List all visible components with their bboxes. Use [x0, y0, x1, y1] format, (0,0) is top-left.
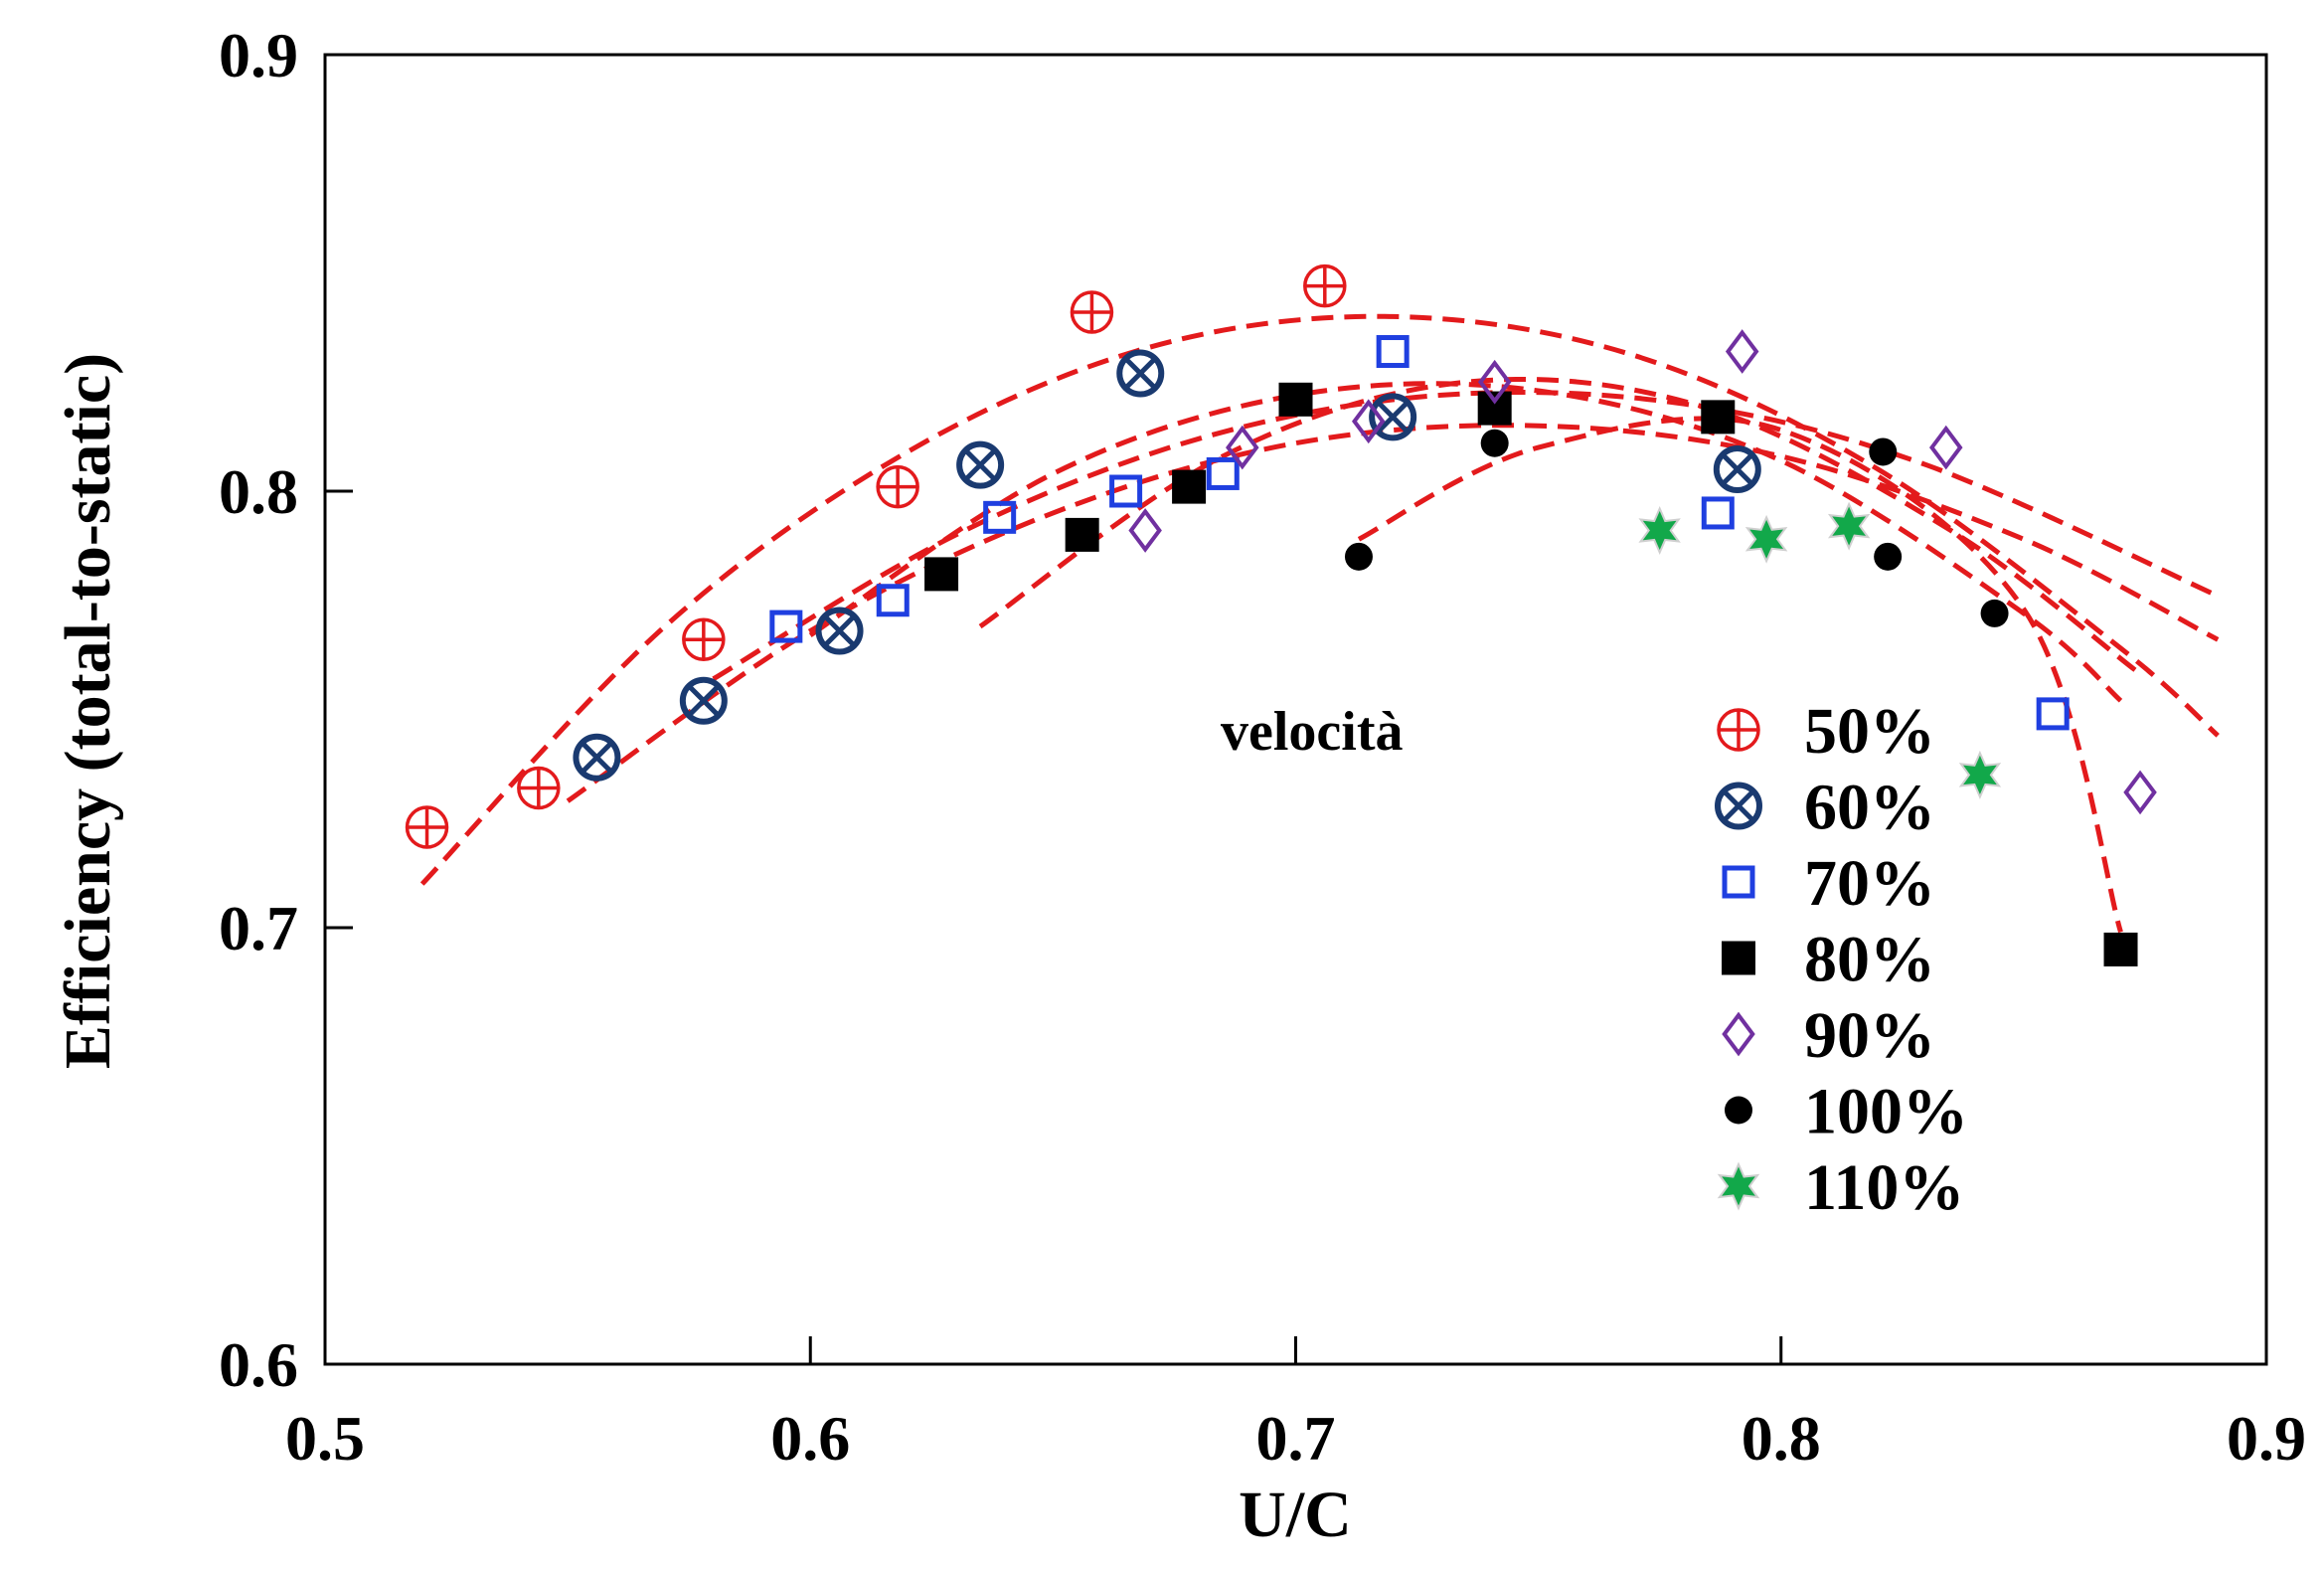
- data-points: [405, 263, 2157, 966]
- data-point-90pct: [1351, 399, 1386, 444]
- legend-label: 80%: [1804, 924, 1935, 996]
- legend-marker-110pct: [1717, 1161, 1760, 1211]
- data-point-60pct: [956, 440, 1005, 489]
- data-point-90pct: [1477, 359, 1512, 405]
- legend-label: 90%: [1804, 999, 1935, 1072]
- data-point-100pct: [1869, 437, 1898, 466]
- legend-marker-100pct: [1725, 1096, 1752, 1125]
- legend-marker-90pct: [1722, 1011, 1755, 1057]
- data-point-70pct: [769, 610, 803, 643]
- data-point-70pct: [1701, 496, 1735, 530]
- legend-label: 100%: [1804, 1076, 1968, 1148]
- data-point-60pct: [1116, 349, 1165, 398]
- data-point-50pct: [1070, 290, 1114, 334]
- data-point-110pct: [1958, 750, 2002, 799]
- data-point-50pct: [682, 617, 726, 662]
- legend-marker-50pct: [1717, 708, 1760, 752]
- x-tick-label: 0.8: [1742, 1403, 1821, 1474]
- data-point-80pct: [1278, 382, 1313, 417]
- fit-curve-80pct: [808, 381, 2123, 703]
- fit-curves: [419, 313, 2220, 934]
- data-point-60pct: [1369, 393, 1417, 441]
- data-point-90pct: [1128, 508, 1162, 553]
- legend-marker-80pct: [1722, 941, 1755, 975]
- data-point-70pct: [1376, 335, 1410, 369]
- legend: 50%60%70%80%90%100%110%: [1715, 695, 1968, 1224]
- data-point-80pct: [1172, 469, 1207, 504]
- data-point-50pct: [1303, 263, 1347, 308]
- axis-ticks: [323, 53, 2268, 1366]
- data-point-110pct: [1744, 514, 1788, 564]
- data-point-90pct: [1226, 425, 1259, 470]
- y-tick-label: 0.8: [219, 456, 298, 527]
- data-point-100pct: [1874, 542, 1903, 571]
- y-tick-label: 0.7: [219, 893, 298, 963]
- data-point-50pct: [517, 766, 561, 810]
- data-point-90pct: [1725, 329, 1759, 374]
- fit-curve-100pct: [1357, 416, 2123, 934]
- data-point-70pct: [2036, 697, 2070, 731]
- data-point-100pct: [1980, 599, 2009, 627]
- legend-marker-60pct: [1715, 782, 1762, 830]
- data-point-70pct: [983, 500, 1017, 534]
- data-point-90pct: [1929, 425, 1963, 470]
- data-point-110pct: [1638, 506, 1681, 555]
- y-axis-title: Efficiency (total-to-static): [52, 353, 124, 1069]
- data-point-80pct: [2103, 932, 2138, 966]
- x-tick-labels: 0.5 0.6 0.7 0.8 0.9: [285, 1403, 2306, 1474]
- data-point-60pct: [1713, 445, 1761, 494]
- y-tick-label: 0.6: [219, 1329, 298, 1400]
- data-point-80pct: [1065, 517, 1099, 552]
- legend-label: 60%: [1804, 772, 1935, 844]
- legend-marker-70pct: [1722, 865, 1755, 899]
- data-point-80pct: [924, 557, 959, 592]
- data-point-50pct: [876, 464, 919, 509]
- y-tick-label: 0.9: [219, 20, 298, 90]
- data-point-80pct: [1477, 391, 1512, 426]
- data-point-60pct: [679, 676, 728, 725]
- x-tick-label: 0.5: [285, 1403, 365, 1474]
- legend-label: 50%: [1804, 695, 1935, 768]
- fit-curve-50pct: [419, 313, 2220, 886]
- x-tick-label: 0.6: [770, 1403, 850, 1474]
- data-point-70pct: [1206, 456, 1240, 490]
- data-point-90pct: [2123, 770, 2157, 815]
- x-tick-label: 0.9: [2227, 1403, 2306, 1474]
- data-point-70pct: [1109, 474, 1143, 508]
- data-point-80pct: [1701, 400, 1736, 435]
- data-point-50pct: [405, 805, 449, 849]
- x-tick-label: 0.7: [1256, 1403, 1336, 1474]
- x-axis-title: U/C: [1239, 1479, 1352, 1551]
- legend-label: 110%: [1804, 1151, 1964, 1224]
- data-point-60pct: [573, 733, 621, 782]
- legend-label: 70%: [1804, 847, 1935, 920]
- annotation-velocita: velocità: [1221, 701, 1403, 763]
- y-tick-labels: 0.6 0.7 0.8 0.9: [219, 20, 298, 1400]
- data-point-110pct: [1827, 501, 1871, 551]
- data-point-100pct: [1344, 542, 1373, 571]
- data-point-60pct: [815, 607, 864, 655]
- data-point-100pct: [1480, 429, 1509, 457]
- data-point-70pct: [876, 584, 910, 617]
